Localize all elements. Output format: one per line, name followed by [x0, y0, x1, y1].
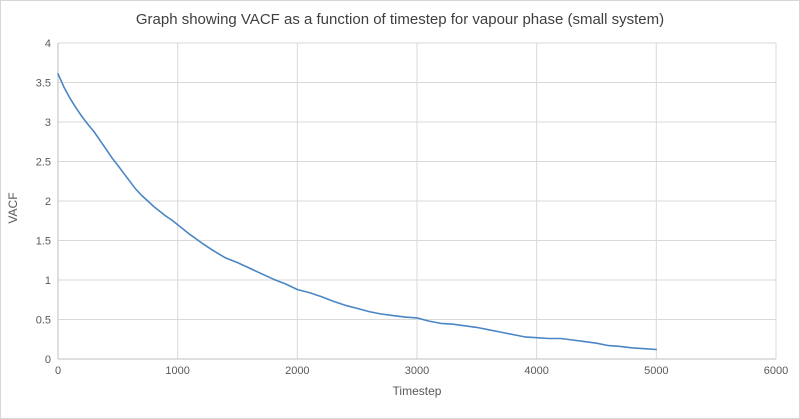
y-axis-title: VACF [6, 192, 20, 224]
chart-title: Graph showing VACF as a function of time… [135, 11, 665, 28]
x-tick-label: 5000 [644, 365, 668, 377]
series-line [57, 73, 658, 351]
y-tick-label: 4 [45, 38, 51, 50]
y-tick-label: 0.5 [36, 315, 51, 327]
y-tick-label: 2 [45, 196, 51, 208]
x-tick-label: 1000 [165, 365, 189, 377]
x-tick-label: 2000 [285, 365, 309, 377]
y-tick-label: 1 [45, 275, 51, 287]
y-tick-label: 2.5 [36, 157, 51, 169]
x-axis-title: Timestep [392, 384, 442, 398]
y-tick-label: 0 [45, 354, 51, 366]
x-tick-label: 0 [55, 365, 61, 377]
y-tick-label: 3 [45, 117, 51, 129]
y-tick-label: 1.5 [36, 236, 51, 248]
x-tick-label: 3000 [405, 365, 429, 377]
x-tick-label: 6000 [764, 365, 788, 377]
y-tick-label: 3.5 [36, 78, 51, 90]
x-tick-label: 4000 [524, 365, 548, 377]
